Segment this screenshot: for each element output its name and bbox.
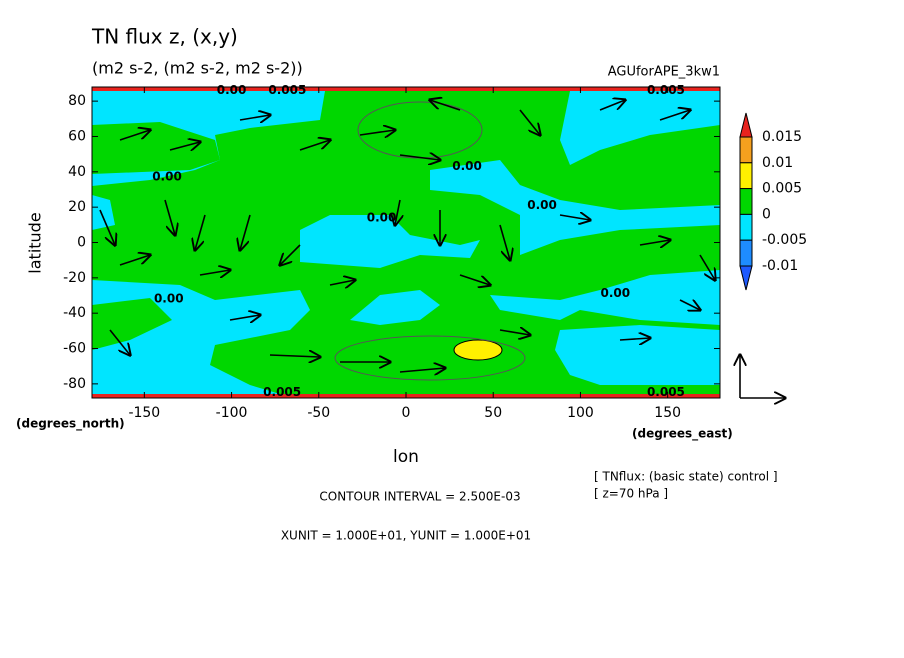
colorbar-label: 0.015 [762, 129, 802, 145]
contour-label: 0.00 [367, 210, 397, 224]
contour-label: 0.00 [217, 83, 247, 97]
colorbar-label: -0.005 [762, 232, 807, 248]
vector [299, 140, 330, 151]
vector [679, 300, 700, 310]
vector [199, 270, 230, 275]
colorbar-box [739, 213, 753, 241]
vector [519, 109, 540, 135]
field-region [92, 298, 172, 350]
field-region [350, 290, 440, 325]
vector [399, 368, 445, 372]
vector [619, 338, 650, 340]
contour-label: 0.00 [152, 170, 182, 184]
field-region [453, 339, 503, 361]
vector [229, 315, 260, 320]
field-region [92, 122, 220, 174]
colorbar-box [739, 188, 753, 215]
field [92, 87, 720, 398]
colorbar-box [739, 239, 753, 267]
contour-label: 0.00 [154, 292, 184, 306]
note: [ z=70 hPa ] [594, 487, 668, 501]
vector [169, 142, 200, 150]
colorbar-label: -0.01 [762, 258, 798, 274]
vector [559, 215, 590, 220]
vector [599, 100, 625, 111]
note: [ TNflux: (basic state) control ] [594, 470, 778, 484]
vector [499, 330, 530, 335]
x-tick-label: 0 [402, 405, 411, 421]
contour-label: 0.005 [268, 83, 306, 97]
vector [269, 355, 320, 357]
vector [395, 199, 400, 225]
y-tick-label: 0 [77, 235, 86, 251]
colorbar-extend [739, 112, 753, 138]
vector [109, 329, 130, 355]
vector [99, 209, 115, 245]
vector [659, 110, 690, 121]
contour-interval: CONTOUR INTERVAL = 2.500E-03 [319, 490, 520, 504]
contour-label: 0.00 [601, 286, 631, 300]
contour-line [334, 335, 526, 381]
field-region [92, 195, 115, 230]
y-tick-label: 80 [68, 93, 86, 109]
vector [699, 254, 715, 280]
units-note: XUNIT = 1.000E+01, YUNIT = 1.000E+01 [281, 529, 531, 543]
x-tick-label: 150 [654, 405, 681, 421]
y-tick-label: -20 [63, 270, 86, 286]
y-tick-label: 20 [68, 199, 86, 215]
field-region [490, 270, 720, 325]
field-region [430, 160, 720, 255]
field-region [555, 325, 720, 385]
contour-label: 0.00 [452, 159, 482, 173]
vector [639, 240, 670, 245]
x-tick-label: 50 [484, 405, 502, 421]
x-tick-label: -50 [307, 405, 330, 421]
colorbar-label: 0.01 [762, 155, 793, 171]
vector [430, 100, 461, 111]
x-tick-label: -100 [216, 405, 248, 421]
vector [280, 244, 301, 265]
x-tick-label: 100 [567, 405, 594, 421]
vector [399, 155, 440, 160]
y-tick-label: -80 [63, 376, 86, 392]
vector [119, 255, 150, 266]
y-tick-label: 60 [68, 128, 86, 144]
vector [459, 274, 490, 285]
chart-subtitle: (m2 s-2, (m2 s-2, m2 s-2)) [92, 59, 303, 78]
colorbar-box [739, 136, 753, 164]
chart-title: TN flux z, (x,y) [91, 25, 238, 49]
x-axis-label: lon [393, 447, 419, 467]
vector [195, 214, 206, 250]
colorbar-box [739, 162, 753, 190]
contour-label: 0.005 [263, 385, 301, 399]
y-tick-label: 40 [68, 164, 86, 180]
colorbar-label: 0.005 [762, 181, 802, 197]
contour-label: 0.005 [647, 385, 685, 399]
vector [119, 130, 150, 141]
y-unit-label: (degrees_north) [16, 417, 125, 432]
y-tick-label: -40 [63, 305, 86, 321]
y-axis-label: latitude [26, 212, 45, 273]
x-tick-label: -150 [128, 405, 160, 421]
vector [329, 280, 355, 285]
colorbar-extend [739, 265, 753, 291]
x-unit-label: (degrees_east) [632, 427, 733, 442]
vector [239, 115, 270, 120]
vector [240, 214, 251, 250]
contour-label: 0.00 [527, 198, 557, 212]
vector [164, 199, 175, 235]
y-tick-label: -60 [63, 341, 86, 357]
dataset-label: AGUforAPE_3kw1 [608, 65, 720, 80]
vectors [99, 100, 785, 398]
contour-label: 0.005 [647, 83, 685, 97]
vector [359, 130, 395, 135]
vector [499, 224, 510, 260]
field-region [300, 215, 480, 268]
colorbar-label: 0 [762, 206, 771, 222]
